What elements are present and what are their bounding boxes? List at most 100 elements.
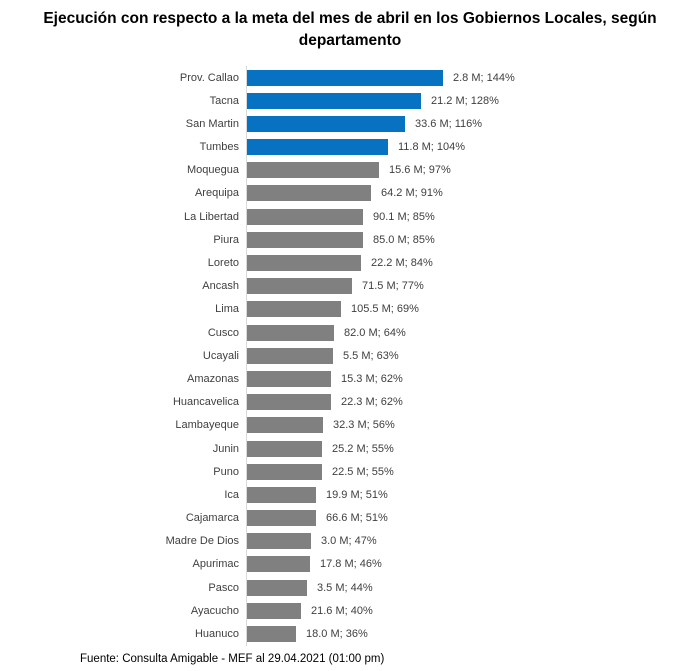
chart-row: Arequipa 64.2 M; 91%: [0, 181, 700, 206]
chart-row: Ancash 71.5 M; 77%: [0, 274, 700, 298]
chart-row: Huanuco 18.0 M; 36%: [0, 622, 700, 646]
bar-track: 22.5 M; 55%: [246, 460, 700, 484]
category-label: Apurimac: [192, 558, 239, 571]
value-label: 3.0 M; 47%: [321, 535, 377, 548]
bar-track: 105.5 M; 69%: [246, 297, 700, 321]
bar-below-goal: [247, 185, 371, 202]
bar-above-goal: [247, 139, 388, 156]
chart-row: Piura 85.0 M; 85%: [0, 228, 700, 252]
bar-track: 3.0 M; 47%: [246, 529, 700, 553]
value-label: 33.6 M; 116%: [415, 117, 483, 130]
chart-row: Puno 22.5 M; 55%: [0, 460, 700, 484]
bar-below-goal: [247, 370, 331, 387]
bar-track: 66.6 M; 51%: [246, 506, 700, 530]
chart-row: Lambayeque 32.3 M; 56%: [0, 413, 700, 437]
bar-track: 85.0 M; 85%: [246, 228, 700, 252]
bar-track: 22.3 M; 62%: [246, 390, 700, 414]
bar-track: 21.6 M; 40%: [246, 599, 700, 623]
value-label: 11.8 M; 104%: [398, 141, 466, 154]
category-label: San Martin: [185, 117, 239, 130]
chart-row: Madre De Dios 3.0 M; 47%: [0, 529, 700, 553]
bar-track: 32.3 M; 56%: [246, 413, 700, 437]
bar-below-goal: [247, 486, 316, 503]
bar-track: 25.2 M; 55%: [246, 436, 700, 461]
chart-row: Lima 105.5 M; 69%: [0, 297, 700, 321]
value-label: 2.8 M; 144%: [453, 71, 515, 84]
value-label: 5.5 M; 63%: [343, 349, 399, 362]
bar-below-goal: [247, 556, 310, 573]
category-label: Tacna: [209, 94, 239, 107]
value-label: 21.6 M; 40%: [311, 604, 373, 617]
value-label: 105.5 M; 69%: [351, 303, 419, 316]
category-label: Cajamarca: [185, 512, 239, 525]
chart-row: La Libertad 90.1 M; 85%: [0, 205, 700, 229]
value-label: 66.6 M; 51%: [326, 512, 388, 525]
chart-row: Moquegua 15.6 M; 97%: [0, 158, 700, 182]
bar-track: 71.5 M; 77%: [246, 274, 700, 298]
chart-row: Tumbes 11.8 M; 104%: [0, 135, 700, 159]
bar-below-goal: [247, 602, 301, 619]
bar-below-goal: [247, 440, 322, 457]
value-label: 32.3 M; 56%: [333, 419, 395, 432]
category-label: Tumbes: [199, 141, 239, 154]
bar-track: 18.0 M; 36%: [246, 622, 700, 646]
value-label: 85.0 M; 85%: [373, 233, 435, 246]
bar-below-goal: [247, 301, 341, 318]
category-label: Arequipa: [194, 187, 239, 200]
category-label: Loreto: [207, 257, 239, 270]
bar-track: 90.1 M; 85%: [246, 205, 700, 229]
value-label: 71.5 M; 77%: [362, 280, 424, 293]
category-label: Huancavelica: [172, 396, 239, 409]
category-label: Junin: [212, 442, 239, 455]
bar-below-goal: [247, 417, 323, 434]
bar-track: 22.2 M; 84%: [246, 251, 700, 275]
category-label: Ucayali: [202, 349, 239, 362]
bar-below-goal: [247, 278, 352, 295]
source-note: Fuente: Consulta Amigable - MEF al 29.04…: [80, 652, 385, 665]
category-label: Cusco: [207, 326, 239, 339]
chart-row: Amazonas 15.3 M; 62%: [0, 367, 700, 391]
value-label: 21.2 M; 128%: [431, 94, 499, 107]
bar-below-goal: [247, 579, 307, 596]
chart-row: Cajamarca 66.6 M; 51%: [0, 506, 700, 530]
chart-row: Loreto 22.2 M; 84%: [0, 251, 700, 275]
bar-below-goal: [247, 162, 379, 179]
category-label: Madre De Dios: [165, 535, 239, 548]
value-label: 22.3 M; 62%: [341, 396, 403, 409]
chart-row: Huancavelica 22.3 M; 62%: [0, 390, 700, 414]
bar-track: 15.6 M; 97%: [246, 158, 700, 182]
bar-above-goal: [247, 69, 443, 86]
value-label: 82.0 M; 64%: [344, 326, 406, 339]
bar-track: 11.8 M; 104%: [246, 135, 700, 159]
bar-chart: Prov. Callao 2.8 M; 144% Tacna 21.2 M; 128%…: [0, 65, 700, 646]
category-label: Moquegua: [187, 164, 239, 177]
category-label: Ica: [224, 488, 239, 501]
bar-below-goal: [247, 208, 363, 225]
value-label: 15.3 M; 62%: [341, 372, 403, 385]
chart-row: Ucayali 5.5 M; 63%: [0, 344, 700, 368]
bar-below-goal: [247, 255, 361, 272]
value-label: 15.6 M; 97%: [389, 164, 451, 177]
category-label: Lima: [215, 303, 239, 316]
bar-track: 82.0 M; 64%: [246, 321, 700, 345]
value-label: 18.0 M; 36%: [306, 628, 368, 641]
chart-row: Ayacucho 21.6 M; 40%: [0, 599, 700, 623]
chart-title: Ejecución con respecto a la meta del mes…: [43, 10, 657, 50]
bar-above-goal: [247, 92, 421, 109]
value-label: 25.2 M; 55%: [332, 442, 394, 455]
bar-below-goal: [247, 394, 331, 411]
bar-track: 64.2 M; 91%: [246, 181, 700, 206]
bar-track: 15.3 M; 62%: [246, 367, 700, 391]
bar-track: 17.8 M; 46%: [246, 552, 700, 577]
bar-below-goal: [247, 347, 333, 364]
chart-row: Tacna 21.2 M; 128%: [0, 89, 700, 113]
value-label: 19.9 M; 51%: [326, 488, 388, 501]
bar-below-goal: [247, 510, 316, 527]
category-label: Piura: [213, 233, 239, 246]
bar-track: 5.5 M; 63%: [246, 344, 700, 368]
category-label: Amazonas: [187, 372, 239, 385]
chart-row: Prov. Callao 2.8 M; 144%: [0, 65, 700, 90]
chart-row: Junin 25.2 M; 55%: [0, 436, 700, 461]
value-label: 90.1 M; 85%: [373, 210, 435, 223]
bar-track: 33.6 M; 116%: [246, 112, 700, 136]
